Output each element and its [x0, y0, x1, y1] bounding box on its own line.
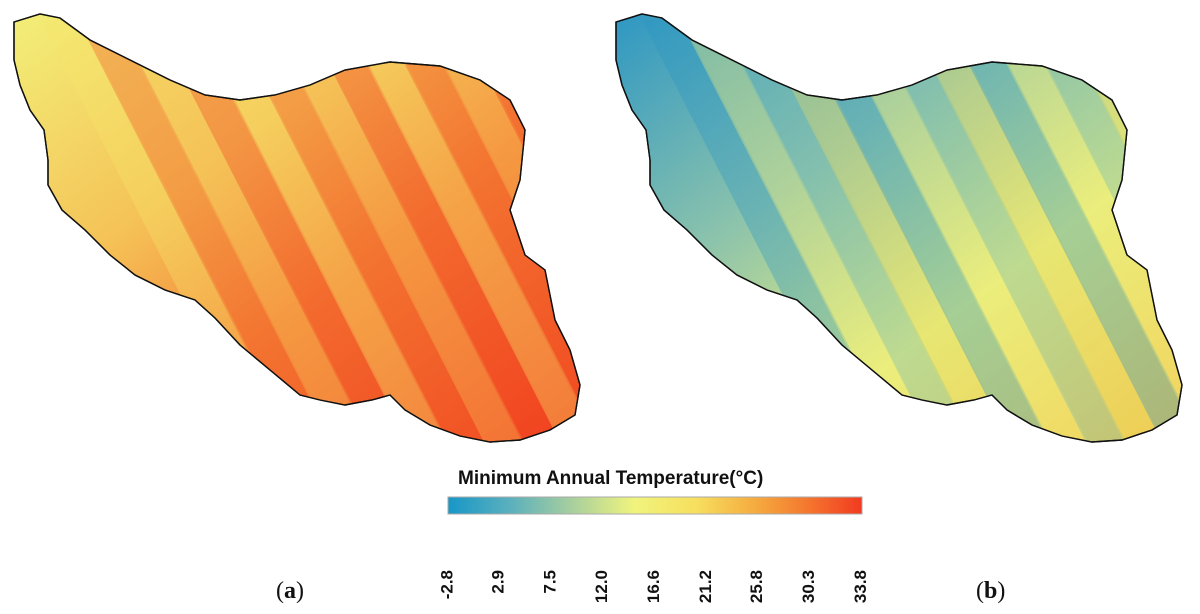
- temperature-bands-b: [642, 20, 1182, 442]
- legend-title: Minimum Annual Temperature(°C): [458, 468, 764, 489]
- relief-band: [870, 20, 1130, 442]
- caption-a: (a): [276, 578, 304, 604]
- legend-tick-label: 12.0: [592, 570, 612, 604]
- legend-tick-label: 25.8: [747, 570, 767, 604]
- legend-tick-label: 21.2: [695, 570, 715, 604]
- relief-band: [908, 20, 1168, 442]
- relief-band: [116, 20, 376, 442]
- relief-band: [680, 20, 940, 442]
- relief-band: [192, 20, 452, 442]
- legend-tick-label: 2.9: [488, 570, 508, 594]
- map-panel-b: [615, 13, 1183, 443]
- relief-band: [154, 20, 414, 442]
- legend-colorbar: [447, 496, 863, 515]
- relief-band: [230, 20, 490, 442]
- iran-border-a: [13, 13, 581, 443]
- relief-band: [78, 20, 338, 442]
- legend-tick-label: 33.8: [851, 570, 870, 604]
- legend-tick-label: 16.6: [644, 570, 663, 604]
- caption-b: (b): [976, 578, 1006, 604]
- relief-band: [946, 20, 1182, 442]
- relief-band: [832, 20, 1092, 442]
- relief-band: [718, 20, 978, 442]
- legend-tick-label: 7.5: [540, 570, 560, 594]
- legend-tick-label: 30.3: [799, 570, 819, 604]
- relief-band: [344, 20, 580, 442]
- relief-band: [794, 20, 1054, 442]
- relief-band: [268, 20, 528, 442]
- relief-band: [756, 20, 1016, 442]
- relief-band: [306, 20, 566, 442]
- legend-tick-label: -2.8: [437, 570, 456, 600]
- iran-border-b: [615, 13, 1183, 443]
